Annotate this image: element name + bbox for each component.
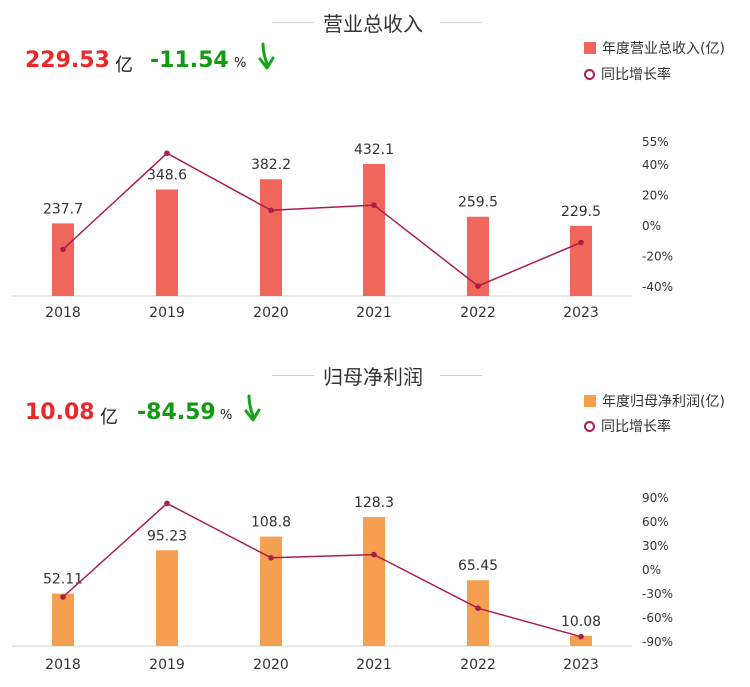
growth-rate-point	[371, 551, 377, 558]
profit-title: 归母净利润	[323, 365, 423, 389]
bar-value-label: 229.5	[561, 204, 601, 220]
y-right-tick-label: 40%	[642, 158, 669, 172]
x-tick-label: 2018	[45, 305, 81, 321]
y-right-tick-label: -60%	[642, 611, 673, 625]
x-tick-label: 2020	[253, 657, 289, 673]
bar	[570, 225, 592, 296]
y-right-tick-label: -30%	[642, 587, 673, 601]
growth-rate-point	[60, 594, 66, 600]
growth-rate-line	[62, 502, 582, 638]
bar-value-label: 259.5	[458, 195, 498, 211]
profit-unit: 亿	[100, 407, 118, 428]
growth-rate-point	[268, 555, 274, 561]
bar-value-label: 348.6	[147, 168, 187, 184]
bar	[260, 536, 282, 646]
title-divider-left	[272, 22, 314, 23]
y-right-tick-label: 0%	[642, 219, 661, 233]
x-tick-label: 2019	[149, 305, 185, 321]
bar-value-label: 237.7	[43, 201, 83, 217]
down-arrow-icon	[258, 42, 275, 70]
legend-line-label: 同比增长率	[601, 67, 671, 83]
bar-value-label: 52.11	[43, 572, 83, 588]
bar-value-label: 108.8	[251, 515, 291, 531]
legend-line-revenue[interactable]: 同比增长率	[584, 64, 671, 84]
profit-value: 10.08	[25, 400, 95, 425]
growth-rate-line	[62, 152, 582, 287]
title-divider-right	[440, 375, 482, 376]
profit-change-unit: %	[220, 408, 233, 423]
revenue-change: -11.54	[150, 48, 229, 73]
x-tick-label: 2020	[253, 305, 289, 321]
bar	[363, 517, 385, 646]
x-tick-label: 2022	[460, 657, 496, 673]
profit-panel: 归母净利润 10.08 亿 -84.59 % 年度归母净利润(亿) 同比增长率 …	[0, 350, 750, 687]
legend-bar-revenue[interactable]: 年度营业总收入(亿)	[584, 38, 725, 58]
revenue-panel: 营业总收入 229.53 亿 -11.54 % 年度营业总收入(亿) 同比增长率…	[0, 0, 750, 340]
profit-change: -84.59	[137, 400, 216, 425]
bar-value-label: 65.45	[458, 558, 498, 574]
revenue-unit: 亿	[115, 55, 133, 76]
down-arrow-icon	[244, 394, 261, 422]
profit-chart: 52.11 95.23 108.8 128.3 65.45 10.08 2018 2019 20…	[12, 491, 673, 673]
y-right-tick-label: -40%	[642, 280, 673, 294]
y-right-tick-label: -20%	[642, 249, 673, 263]
y-right-tick-label: 55%	[642, 135, 669, 149]
growth-rate-point	[371, 202, 377, 208]
growth-rate-point	[60, 246, 66, 253]
bar-value-label: 95.23	[147, 528, 187, 544]
revenue-value: 229.53	[25, 48, 110, 73]
growth-rate-point	[578, 239, 584, 246]
revenue-change-unit: %	[234, 56, 247, 71]
x-tick-label: 2021	[356, 657, 392, 673]
bar	[52, 593, 74, 646]
y-right-tick-label: 30%	[642, 539, 669, 553]
bar	[467, 580, 489, 646]
revenue-chart: 237.7 348.6 382.2 432.1 259.5 229.5 2018 2019 20…	[12, 135, 673, 321]
legend-bar-profit[interactable]: 年度归母净利润(亿)	[584, 391, 725, 411]
growth-rate-point	[268, 207, 274, 214]
y-right-tick-label: 90%	[642, 491, 669, 505]
legend-circle-icon	[584, 420, 595, 432]
bar	[570, 635, 592, 646]
bar	[467, 216, 489, 296]
x-tick-label: 2023	[563, 305, 599, 321]
growth-rate-point	[164, 500, 170, 507]
x-tick-label: 2022	[460, 305, 496, 321]
y-right-tick-label: 60%	[642, 515, 669, 529]
x-tick-label: 2018	[45, 657, 81, 673]
legend-swatch	[584, 42, 596, 54]
bar	[156, 550, 178, 646]
growth-rate-point	[475, 605, 481, 611]
legend-line-label: 同比增长率	[601, 419, 671, 435]
bar-value-label: 10.08	[561, 614, 601, 630]
bar-value-label: 382.2	[251, 157, 291, 173]
bar	[363, 164, 385, 296]
title-divider-right	[440, 22, 482, 23]
x-tick-label: 2021	[356, 305, 392, 321]
y-right-tick-label: 20%	[642, 188, 669, 202]
bar-value-label: 432.1	[354, 142, 394, 158]
legend-line-profit[interactable]: 同比增长率	[584, 416, 671, 436]
bar	[260, 179, 282, 296]
growth-rate-point	[164, 150, 170, 157]
revenue-title: 营业总收入	[323, 12, 423, 36]
bar	[52, 223, 74, 296]
x-tick-label: 2019	[149, 657, 185, 673]
y-right-tick-label: -90%	[642, 635, 673, 649]
legend-bar-label: 年度营业总收入(亿)	[602, 41, 725, 57]
y-right-tick-label: 0%	[642, 563, 661, 577]
growth-rate-point	[475, 283, 481, 289]
legend-bar-label: 年度归母净利润(亿)	[602, 394, 725, 410]
bar-value-label: 128.3	[354, 495, 394, 511]
growth-rate-point	[578, 633, 584, 640]
legend-swatch	[584, 395, 596, 407]
x-tick-label: 2023	[563, 657, 599, 673]
bar	[156, 189, 178, 296]
title-divider-left	[272, 375, 314, 376]
legend-circle-icon	[584, 68, 595, 80]
